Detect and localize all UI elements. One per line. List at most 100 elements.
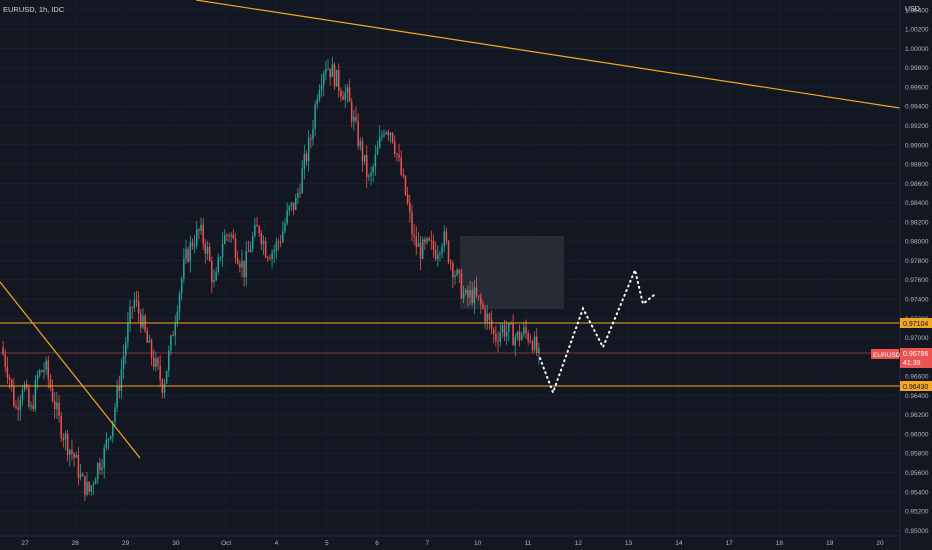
candle-body [273,250,275,253]
candle-body [501,325,504,333]
candle-body [176,311,179,324]
time-tick-label: 19 [826,540,834,547]
candle-body [490,319,493,330]
price-tick-label: 0.98400 [905,200,929,207]
candle-body [475,287,478,296]
price-tick-label: 0.96000 [905,431,929,438]
candle-body [241,260,243,268]
candle-body [36,375,39,381]
candle-body [223,235,226,244]
price-tick-label: 1.00200 [905,27,929,34]
candle-body [43,369,45,372]
symbol-header: EURUSD, 1h, IDC [3,5,65,14]
candle-body [368,175,370,177]
candle-body [56,402,58,409]
candle-body [471,290,473,303]
candle-body [292,202,295,210]
candle-body [131,307,133,308]
time-tick-label: 6 [375,540,379,547]
candle-body [284,223,286,232]
candle-body [413,234,415,237]
price-tick-label: 0.99000 [905,142,929,149]
candle-body [204,243,207,254]
candle-body [219,257,222,258]
candle-body [275,241,278,251]
candle-body [262,241,265,245]
candle-body [320,85,323,91]
price-tick-label: 0.95800 [905,451,929,458]
price-tick-label: 0.95000 [905,528,929,535]
candle-body [421,239,424,259]
candle-body [299,192,301,194]
descending-trendline-lower[interactable] [0,281,141,459]
candle-body [495,333,497,341]
candle-body [409,203,411,213]
candle-body [221,243,224,258]
candles [2,56,540,501]
candle-body [428,237,430,241]
candle-body [462,293,465,299]
candle-body [335,69,338,87]
candle-body [452,263,454,278]
candle-body [124,342,127,356]
candle-body [34,380,37,409]
candle-body [90,485,93,492]
time-tick-label: 18 [776,540,784,547]
candle-body [129,307,131,323]
price-tick-label: 0.97600 [905,277,929,284]
candle-body [254,225,256,237]
candle-body [516,331,519,338]
candle-body [404,175,407,195]
candle-body [159,365,161,380]
candle-body [376,147,379,155]
candle-body [53,401,56,409]
time-tick-label: 11 [525,540,532,547]
candle-body [41,370,43,372]
candle-body [228,235,230,237]
candle-body [277,241,280,243]
candle-body [396,153,398,155]
candle-body [269,258,271,260]
candle-body [402,174,405,176]
candle-body [152,358,155,367]
price-tick-label: 0.99600 [905,84,929,91]
time-tick-label: 5 [325,540,329,547]
candle-body [163,383,166,393]
candle-body [400,157,402,175]
candle-body [202,224,204,244]
candle-body [520,334,523,341]
candle-body [514,337,517,346]
candle-body [189,242,192,262]
candle-body [512,323,514,346]
candle-body [23,384,26,390]
candle-body [385,132,387,134]
candle-body [333,64,336,87]
candle-body [381,135,383,137]
time-tick-label: 4 [275,540,279,547]
candle-body [387,132,390,136]
price-axis-panel[interactable] [900,0,932,550]
candle-body [350,101,353,122]
candle-body [107,438,110,440]
time-tick-label: 20 [876,540,884,547]
price-tick-label: 0.99800 [905,65,929,72]
candle-body [198,229,200,232]
candle-body [127,322,129,343]
candle-body [411,212,413,235]
price-tick-label: 0.95600 [905,470,929,477]
price-tick-label: 0.95400 [905,489,929,496]
descending-trendline-upper[interactable] [195,0,901,109]
candle-body [71,449,73,454]
candle-body [84,476,86,495]
candle-body [17,407,19,410]
candle-body [503,325,506,337]
candle-body [389,132,392,136]
candle-body [168,350,170,371]
candle-body [301,168,303,194]
candle-body [290,202,293,207]
candle-body [357,120,359,147]
candle-body [363,154,366,162]
candle-body [150,340,153,359]
candle-body [406,194,409,204]
